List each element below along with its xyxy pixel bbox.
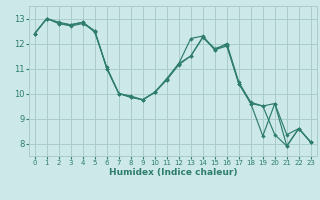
X-axis label: Humidex (Indice chaleur): Humidex (Indice chaleur) xyxy=(108,168,237,177)
